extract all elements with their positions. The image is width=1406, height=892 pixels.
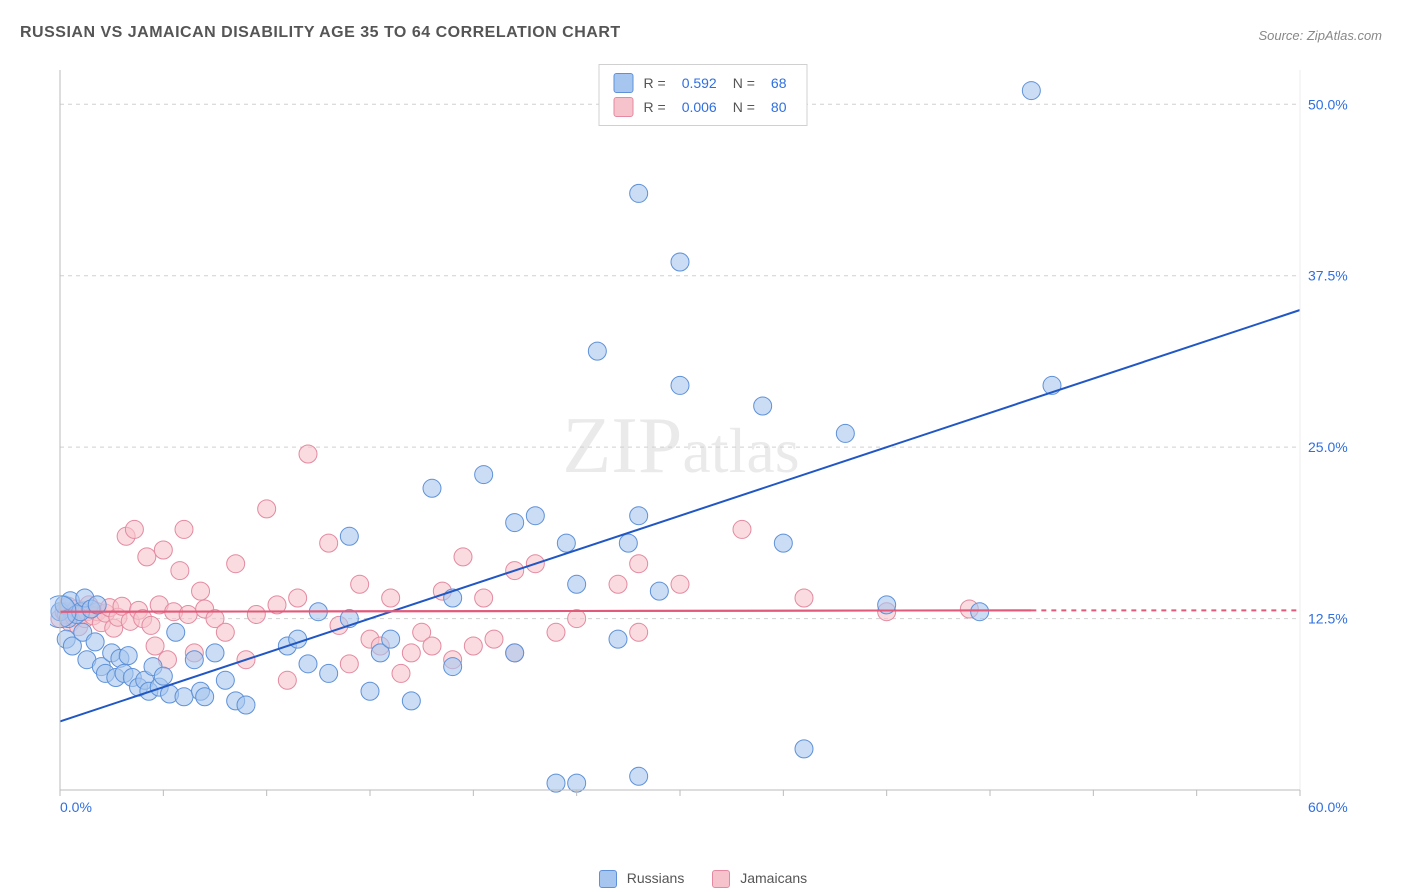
chart-source: Source: ZipAtlas.com (1258, 28, 1382, 43)
trends-layer (60, 310, 1300, 721)
legend-series: Russians Jamaicans (0, 870, 1406, 888)
grid-layer (60, 104, 1300, 618)
axes-layer (60, 70, 1300, 796)
legend-swatch-russians-bottom (599, 870, 617, 888)
legend-label-jamaicans: Jamaicans (740, 870, 807, 886)
legend-swatch-russians (614, 73, 634, 93)
r-value: 0.006 (676, 95, 723, 119)
y-tick-labels: 12.5% 25.0% 37.5% 50.0% (1308, 96, 1348, 626)
chart-svg: Disability Age 35 to 64 12.5%25.0%37.5%5… (50, 60, 1360, 840)
svg-text:0.0%: 0.0% (60, 799, 92, 815)
legend-item-jamaicans: Jamaicans (712, 870, 807, 888)
legend-stats: R = 0.592 N = 68 R = 0.006 N = 80 (599, 64, 808, 126)
svg-text:50.0%: 50.0% (1308, 96, 1348, 112)
r-label: R = (644, 71, 666, 95)
n-value: 68 (765, 71, 793, 95)
legend-swatch-jamaicans-bottom (712, 870, 730, 888)
legend-stats-row-1: R = 0.006 N = 80 (614, 95, 793, 119)
legend-label-russians: Russians (627, 870, 685, 886)
svg-text:37.5%: 37.5% (1308, 268, 1348, 284)
svg-text:60.0%: 60.0% (1308, 799, 1348, 815)
n-label: N = (733, 95, 755, 119)
points-layer (50, 82, 1061, 793)
legend-swatch-jamaicans (614, 97, 634, 117)
svg-text:25.0%: 25.0% (1308, 439, 1348, 455)
n-label: N = (733, 71, 755, 95)
x-edge-labels: 0.0% 60.0% (60, 799, 1348, 815)
n-value: 80 (765, 95, 793, 119)
chart-title: RUSSIAN VS JAMAICAN DISABILITY AGE 35 TO… (20, 24, 621, 42)
r-value: 0.592 (676, 71, 723, 95)
legend-stats-row-0: R = 0.592 N = 68 (614, 71, 793, 95)
legend-item-russians: Russians (599, 870, 684, 888)
svg-text:12.5%: 12.5% (1308, 611, 1348, 627)
plot-area: Disability Age 35 to 64 12.5%25.0%37.5%5… (50, 60, 1360, 840)
r-label: R = (644, 95, 666, 119)
